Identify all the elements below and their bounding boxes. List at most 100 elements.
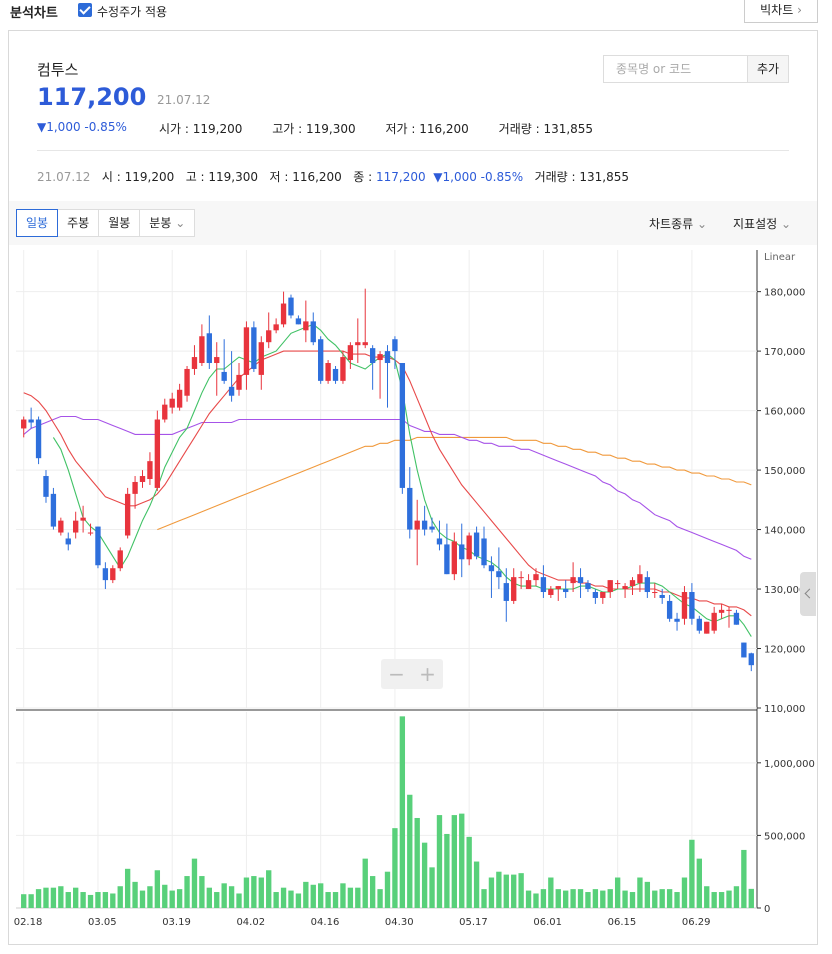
volume-axis-labels: 1,000,000 500,000 0 (764, 759, 815, 915)
price-tick-label: 130,000 (764, 585, 805, 596)
candle-body (444, 544, 450, 575)
candle-body (481, 538, 487, 566)
price-change-value: 1,000 -0.85% (46, 120, 127, 134)
candlesticks (21, 288, 754, 672)
stock-search-input[interactable] (604, 56, 748, 82)
volume-bar (570, 889, 576, 908)
adjusted-price-label[interactable]: 수정주가 적용 (97, 5, 168, 19)
zoom-in-button[interactable]: + (419, 662, 436, 686)
volume-bar (488, 877, 495, 908)
date-tick-label: 06.29 (682, 917, 711, 928)
volume-bar (726, 890, 732, 908)
candle-body (214, 357, 220, 364)
candle-body (362, 342, 368, 346)
candle-body (704, 621, 710, 634)
price-tick-label: 120,000 (764, 645, 805, 656)
tab-monthly[interactable]: 월봉 (98, 209, 141, 237)
volume-bar (340, 883, 346, 908)
chart-type-menu[interactable]: 차트종류 ⌄ (649, 215, 707, 232)
candle-body (50, 493, 57, 527)
candle-body (436, 538, 443, 545)
volume-bar (288, 890, 294, 908)
indicator-settings-menu[interactable]: 지표설정 ⌄ (733, 215, 791, 232)
info-low: 저 : 116,200 (269, 170, 342, 184)
volume-bar (704, 886, 710, 908)
candle-body (369, 348, 376, 364)
volume-bar (652, 890, 658, 908)
ma120-line (157, 436, 752, 531)
add-button[interactable]: 추가 (747, 56, 788, 82)
volume-bar (228, 886, 235, 908)
tab-weekly[interactable]: 주봉 (57, 209, 100, 237)
volume-bar (58, 886, 64, 908)
volume-bar (169, 890, 175, 908)
volume-bar (481, 889, 487, 908)
adjusted-price-checkbox[interactable] (78, 3, 92, 17)
candle-body (733, 612, 740, 625)
volume-stat: 거래량 : 131,855 (498, 122, 594, 136)
candle-body (503, 583, 509, 601)
candle-body (674, 618, 680, 622)
candle-body (80, 517, 86, 521)
date-tick-label: 03.05 (88, 917, 117, 928)
candle-body (666, 600, 673, 619)
big-chart-button[interactable]: 빅차트 › (744, 0, 818, 23)
candle-body (65, 538, 71, 545)
candle-body (332, 368, 339, 381)
volume-bar (95, 892, 101, 908)
volume-bar (117, 886, 123, 908)
volume-bar (73, 887, 79, 908)
candle-body (251, 327, 257, 369)
volume-bar (733, 886, 740, 908)
price-date: 21.07.12 (157, 93, 211, 107)
candle-body (451, 541, 457, 575)
down-arrow-icon: ▼ (433, 170, 443, 184)
volume-bar (614, 877, 621, 908)
stock-search: 추가 (603, 55, 789, 83)
candle-body (637, 574, 643, 584)
volume-bar (644, 881, 651, 908)
candle-body (124, 493, 131, 536)
date-tick-label: 04.02 (236, 917, 265, 928)
volume-bar (251, 876, 257, 908)
candle-body (681, 592, 688, 619)
price-tick-label: 170,000 (764, 347, 805, 358)
volume-bar (496, 871, 502, 908)
volume-bar (199, 876, 205, 908)
candle-body (288, 297, 294, 316)
volume-bar (622, 890, 628, 908)
candle-body (563, 589, 569, 593)
volume-bar (318, 883, 324, 908)
volume-bar (540, 889, 547, 908)
volume-bar (384, 871, 391, 908)
volume-bar (214, 892, 220, 908)
zoom-out-button[interactable]: − (388, 662, 405, 686)
candle-body (488, 565, 495, 572)
candle-body (540, 577, 547, 593)
volume-bar (429, 867, 435, 908)
volume-bar (124, 868, 131, 908)
volume-bar (273, 892, 279, 908)
candle-body (577, 577, 584, 584)
tab-minute[interactable]: 분봉 ⌄ (139, 209, 196, 237)
volume-bar (466, 836, 472, 908)
volume-bar (689, 839, 695, 908)
tab-daily[interactable]: 일봉 (16, 209, 59, 237)
candle-body (295, 318, 302, 325)
info-date: 21.07.12 (37, 170, 91, 184)
candle-body (236, 374, 242, 390)
date-tick-label: 03.19 (162, 917, 191, 928)
side-panel-toggle[interactable] (800, 572, 816, 616)
scale-label: Linear (764, 252, 796, 263)
volume-bar (154, 870, 161, 908)
candle-body (741, 642, 747, 658)
volume-bar (28, 894, 34, 908)
volume-bar (176, 889, 183, 908)
volume-bar (511, 874, 517, 908)
volume-bar (392, 828, 398, 908)
current-price: 117,200 (37, 83, 147, 111)
candle-body (110, 568, 116, 581)
candle-body (228, 386, 235, 396)
date-axis-labels: 02.18 03.05 03.19 04.02 04.16 04.30 05.17 06.01… (14, 917, 711, 928)
